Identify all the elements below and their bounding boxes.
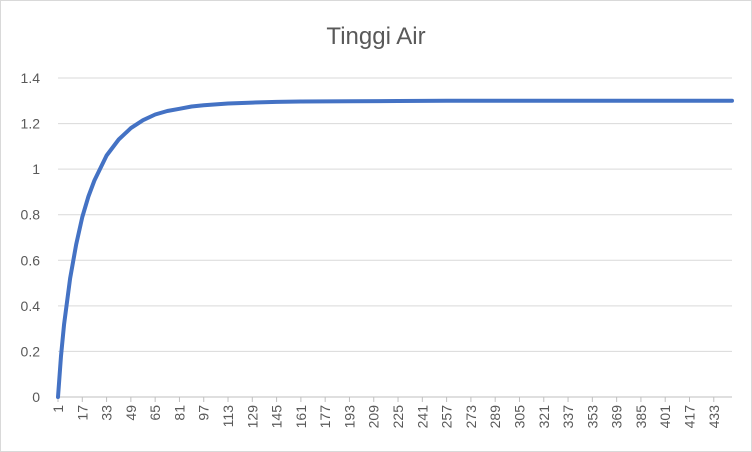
x-tick-label: 1 xyxy=(50,405,66,413)
y-tick-label: 0.8 xyxy=(21,207,41,223)
x-tick-label: 337 xyxy=(560,405,576,429)
y-tick-label: 1.4 xyxy=(21,70,41,86)
y-tick-label: 0.2 xyxy=(21,343,41,359)
x-tick-label: 289 xyxy=(487,405,503,429)
x-tick-label: 113 xyxy=(220,405,236,428)
x-tick-label: 17 xyxy=(74,405,90,421)
x-tick-label: 353 xyxy=(584,405,600,429)
y-tick-label: 0.4 xyxy=(21,298,41,314)
y-tick-label: 0 xyxy=(32,389,40,405)
y-tick-label: 1 xyxy=(32,161,40,177)
x-tick-label: 177 xyxy=(317,405,333,429)
x-tick-label: 161 xyxy=(293,405,309,429)
x-tick-label: 273 xyxy=(463,405,479,429)
x-tick-label: 257 xyxy=(439,405,455,429)
series-line xyxy=(56,98,734,399)
x-tick-label: 193 xyxy=(341,405,357,429)
y-tick-label: 1.2 xyxy=(21,116,41,132)
x-tick-label: 129 xyxy=(244,405,260,429)
x-tick-label: 65 xyxy=(147,405,163,421)
x-tick-label: 321 xyxy=(536,405,552,429)
x-tick-label: 433 xyxy=(706,405,722,429)
x-tick-label: 33 xyxy=(99,405,115,421)
x-tick-label: 49 xyxy=(123,405,139,421)
x-tick-label: 385 xyxy=(633,405,649,429)
x-tick-label: 417 xyxy=(681,405,697,429)
chart-title: Tinggi Air xyxy=(326,23,425,50)
x-tick-label: 81 xyxy=(171,405,187,421)
x-tick-label: 97 xyxy=(196,405,212,421)
x-tick-label: 305 xyxy=(511,405,527,429)
x-tick-label: 209 xyxy=(366,405,382,429)
x-tick-label: 401 xyxy=(657,405,673,429)
x-tick-label: 369 xyxy=(609,405,625,429)
x-tick-label: 225 xyxy=(390,405,406,429)
x-tick-label: 145 xyxy=(269,405,285,429)
series-layer xyxy=(56,98,734,399)
x-axis: 1 17 33 49 65 81 97 113 129 145 161 177 193 209 225 241… xyxy=(50,396,732,429)
y-tick-label: 0.6 xyxy=(21,252,41,268)
x-tick-label: 241 xyxy=(414,405,430,429)
grid-layer xyxy=(58,77,732,352)
y-axis: 0 0.2 0.4 0.6 0.8 1 1.2 1.4 xyxy=(21,70,41,405)
